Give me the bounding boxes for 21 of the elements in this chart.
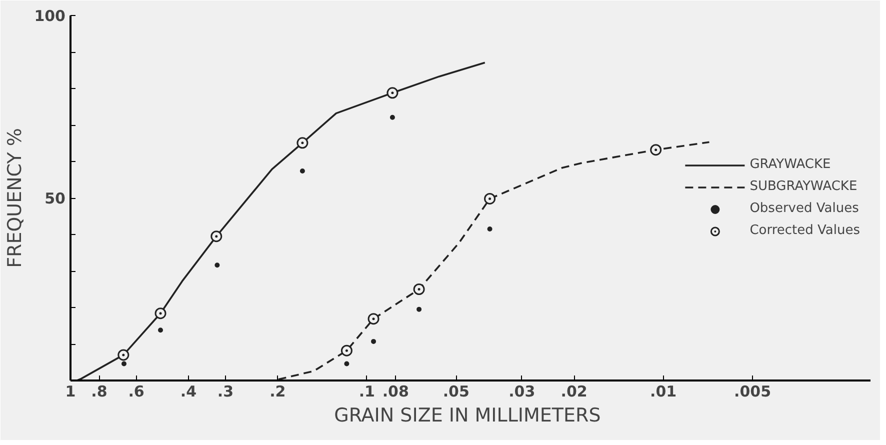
legend-label: GRAYWACKE — [750, 157, 831, 172]
x-tick-label: .005 — [734, 382, 772, 400]
x-tick-label: .02 — [560, 382, 588, 400]
legend-label: SUBGRAYWACKE — [750, 179, 858, 194]
x-tick-label: .2 — [270, 382, 286, 400]
x-tick-label: .6 — [128, 382, 144, 400]
x-tick-label: .05 — [442, 382, 470, 400]
x-tick-label: .03 — [508, 382, 536, 400]
legend-label: Corrected Values — [750, 223, 860, 238]
x-axis-title: GRAIN SIZE IN MILLIMETERS — [334, 404, 601, 426]
x-tick-label: .01 — [650, 382, 677, 400]
y-axis-title: FREQUENCY % — [4, 128, 26, 268]
legend-label: Observed Values — [750, 201, 859, 216]
y-tick-label: 100 — [34, 7, 66, 25]
x-tick-label: 1 — [65, 382, 76, 400]
x-tick-label: .1 — [358, 382, 375, 400]
x-tick-label: .8 — [91, 382, 108, 400]
x-tick-label: .4 — [180, 382, 197, 400]
x-tick-label: .3 — [217, 382, 234, 400]
y-tick-label: 50 — [44, 190, 66, 208]
x-tick-label: .08 — [382, 382, 409, 400]
